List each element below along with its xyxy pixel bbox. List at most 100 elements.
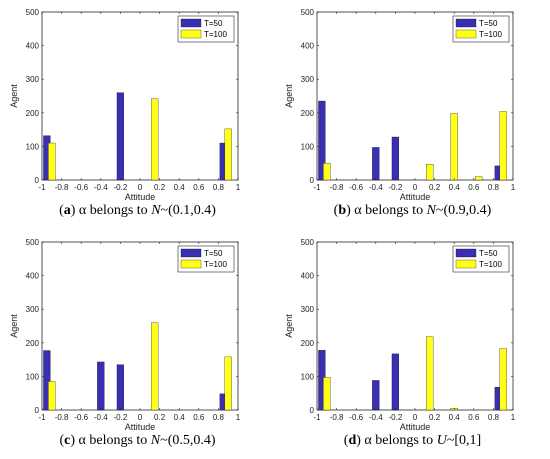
y-tick-label: 400 [301,42,315,51]
x-tick-label: -0.6 [349,413,363,422]
chart-a-caption: (a) α belongs to N~(0.1,0.4) [59,203,216,218]
x-tick-label: 0.6 [468,413,480,422]
x-tick-label: 0 [413,183,418,192]
bar-t50 [391,353,399,411]
x-tick-label: 0 [138,183,143,192]
bar-t100 [426,336,434,411]
bar-t50 [43,350,51,411]
y-tick-label: 300 [26,305,40,314]
caption-letter: c [64,433,71,448]
x-tick-label: 1 [511,413,516,422]
legend-label: T=100 [204,260,227,269]
x-tick-label: -0.8 [55,413,69,422]
chart-c-caption: (c) α belongs to N~(0.5,0.4) [59,433,216,448]
x-tick-label: -0.6 [349,183,363,192]
legend-swatch [180,259,202,269]
caption-letter: d [348,433,357,448]
legend-swatch [180,29,202,39]
y-axis-label: Agent [9,84,19,108]
x-tick-label: 0.6 [193,413,205,422]
x-axis-label: Attitude [400,192,431,200]
bar-t50 [97,361,105,411]
x-tick-label: -0.4 [94,183,108,192]
y-tick-label: 0 [310,406,315,415]
legend-label: T=50 [479,19,498,28]
x-tick-label: -1 [38,413,46,422]
x-tick-label: -0.8 [55,183,69,192]
x-tick-label: 0.8 [488,413,500,422]
y-tick-label: 400 [301,272,315,281]
y-tick-label: 200 [301,339,315,348]
bar-t50 [391,136,399,181]
legend-swatch [180,248,202,258]
caption-letter: a [63,203,71,218]
y-tick-label: 0 [35,406,40,415]
x-tick-label: 0.4 [449,183,461,192]
bar-t50 [116,92,124,181]
y-tick-label: 100 [301,372,315,381]
y-tick-label: 100 [26,142,40,151]
y-tick-label: 200 [301,109,315,118]
x-tick-label: -0.4 [94,413,108,422]
x-tick-label: -0.6 [74,413,88,422]
x-tick-label: 0.6 [193,183,205,192]
caption-dist: N [150,433,161,448]
y-tick-label: 0 [35,176,40,185]
x-axis-label: Attitude [125,192,156,200]
x-tick-label: -1 [313,413,321,422]
y-tick-label: 500 [301,8,315,17]
x-tick-label: 0.4 [449,413,461,422]
x-tick-label: -0.4 [369,183,383,192]
x-axis-label: Attitude [125,422,156,430]
chart-a-plot: -1 -0.8 -0.6 -0.4 -0.2 0 0.2 0.4 0.6 0.8 1 0 100 200 3… [9,8,241,200]
caption-params: ~(0.1,0.4) [160,203,216,218]
x-tick-label: -0.2 [389,183,403,192]
x-tick-label: 0 [413,413,418,422]
y-tick-label: 300 [301,305,315,314]
y-tick-label: 100 [301,142,315,151]
x-tick-label: 0.2 [154,413,166,422]
caption-dist: U [436,433,447,448]
bar-t100 [151,322,159,411]
caption-text: α belongs to [75,433,151,448]
y-tick-label: 100 [26,372,40,381]
bar-t100 [151,98,159,181]
chart-panel-b: -1 -0.8 -0.6 -0.4 -0.2 0 0.2 0.4 0.6 0.8 1 0 100 200 3… [275,0,550,229]
bar-t100 [224,356,232,411]
legend-label: T=50 [204,249,223,258]
y-axis-label: Agent [284,84,294,108]
chart-c-plot: -1 -0.8 -0.6 -0.4 -0.2 0 0.2 0.4 0.6 0.8 1 0 100 200 3… [9,238,241,430]
x-tick-label: 0.2 [429,413,441,422]
x-tick-label: 1 [236,413,241,422]
caption-text: α belongs to [360,433,437,448]
x-tick-label: 0.2 [154,183,166,192]
bar-t100 [499,111,507,181]
x-tick-label: -0.6 [74,183,88,192]
caption-letter: b [338,203,347,218]
chart-panel-c: -1 -0.8 -0.6 -0.4 -0.2 0 0.2 0.4 0.6 0.8 1 0 100 200 3… [0,230,275,459]
bar-t100 [323,377,331,411]
bar-t100 [48,381,56,411]
x-tick-label: -1 [313,183,321,192]
legend-swatch [455,29,477,39]
bar-t50 [372,147,380,181]
y-tick-label: 500 [26,8,40,17]
y-tick-label: 500 [301,238,315,247]
bar-t100 [450,113,458,181]
y-tick-label: 0 [310,176,315,185]
legend-label: T=100 [204,30,227,39]
bar-t50 [372,380,380,411]
x-tick-label: -0.2 [114,183,128,192]
caption-params: ~(0.5,0.4) [160,433,216,448]
x-tick-label: 0.8 [488,183,500,192]
bar-t100 [48,142,56,181]
chart-d-plot: -1 -0.8 -0.6 -0.4 -0.2 0 0.2 0.4 0.6 0.8 1 0 100 200 3… [284,238,516,430]
x-tick-label: -1 [38,183,46,192]
x-tick-label: 0.2 [429,183,441,192]
x-tick-label: 0 [138,413,143,422]
x-tick-label: -0.8 [330,183,344,192]
legend-swatch [455,248,477,258]
y-tick-label: 500 [26,238,40,247]
caption-params: ~(0.9,0.4) [435,203,492,218]
caption-text: α belongs to [75,203,152,218]
